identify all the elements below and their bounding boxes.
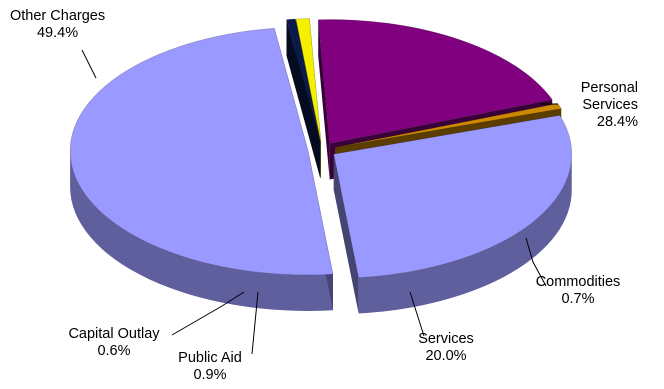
slice-other-charges	[69, 27, 334, 276]
leader-line-capital-outlay	[171, 291, 245, 336]
label-services: Services 20.0%	[408, 331, 484, 365]
leader-line-services	[409, 291, 425, 337]
label-personal-services-line1: Personal	[580, 80, 638, 96]
label-commodities-pct: 0.7%	[561, 291, 595, 307]
leader-line-commodities	[525, 237, 547, 287]
slice-personal-services	[333, 115, 573, 278]
slice-side-personal-services	[358, 154, 572, 314]
label-personal-services-line2: Services	[582, 97, 638, 113]
label-personal-services: Personal Services 28.4%	[560, 80, 638, 131]
slice-wall-capital-outlay-0	[286, 19, 321, 179]
label-public-aid-pct: 0.9%	[193, 367, 227, 383]
label-commodities-name: Commodities	[535, 274, 621, 290]
label-capital-outlay: Capital Outlay 0.6%	[58, 326, 170, 360]
label-public-aid-name: Public Aid	[178, 350, 242, 366]
slice-capital-outlay	[286, 18, 321, 143]
slice-wall-personal-services-1	[333, 154, 359, 314]
label-commodities: Commodities 0.7%	[528, 274, 628, 308]
slice-public-aid	[295, 18, 322, 143]
label-public-aid: Public Aid 0.9%	[170, 350, 250, 384]
label-personal-services-pct: 28.4%	[596, 114, 638, 130]
slice-services	[317, 19, 553, 144]
label-other-charges-name: Other Charges	[10, 8, 106, 24]
label-services-pct: 20.0%	[425, 348, 467, 364]
slice-side-other-charges	[70, 150, 333, 311]
label-services-name: Services	[418, 331, 474, 347]
pie-slice-tops	[69, 18, 573, 278]
leader-line-public-aid	[251, 291, 259, 355]
slice-wall-services-0	[318, 19, 330, 180]
label-capital-outlay-name: Capital Outlay	[68, 326, 160, 342]
label-other-charges-pct: 49.4%	[36, 25, 79, 41]
leader-lines	[81, 49, 558, 355]
label-other-charges: Other Charges 49.4%	[10, 8, 105, 42]
label-capital-outlay-pct: 0.6%	[97, 343, 131, 359]
slice-commodities	[335, 103, 562, 148]
leader-line-other-charges	[81, 49, 97, 79]
